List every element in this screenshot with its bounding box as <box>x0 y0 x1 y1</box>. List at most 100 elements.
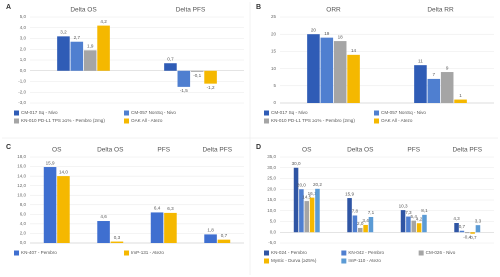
bar <box>416 223 422 233</box>
bar <box>411 220 417 233</box>
bar <box>293 167 299 233</box>
y-tick-label: 10,0 <box>17 192 26 197</box>
y-tick-label: 14,0 <box>17 173 26 178</box>
y-tick-label: 0 <box>273 100 276 105</box>
y-tick-label: 4,0 <box>20 221 27 226</box>
y-tick-label: 35,0 <box>267 154 276 159</box>
bar <box>347 54 360 103</box>
value-label: -0,4 <box>463 234 471 239</box>
value-label: 9 <box>446 65 449 70</box>
y-tick-label: 15,0 <box>267 197 276 202</box>
value-label: 7,3 <box>405 210 412 215</box>
legend-swatch <box>14 110 19 116</box>
value-label: 20,0 <box>297 182 306 187</box>
bar <box>83 50 97 71</box>
legend-label: CM-017 Sq - Nivo <box>271 110 308 115</box>
y-tick-label: -1,0 <box>18 79 26 84</box>
legend-swatch <box>418 250 424 256</box>
bar <box>368 216 374 233</box>
bar <box>177 70 191 87</box>
bar <box>454 223 459 233</box>
legend-swatch <box>124 118 129 124</box>
bar <box>204 234 217 243</box>
category-label: Delta OS <box>70 7 97 14</box>
bar <box>57 36 70 71</box>
y-tick-label: 10 <box>271 66 277 71</box>
legend-label: KN-024 - Pembro <box>271 250 307 255</box>
value-label: -1,5 <box>180 88 188 93</box>
value-label: 0,7 <box>459 224 466 229</box>
category-label: PFS <box>157 147 170 154</box>
bar <box>427 78 441 103</box>
value-label: 6,4 <box>154 206 161 211</box>
bar <box>217 239 231 243</box>
value-label: 6,3 <box>167 206 174 211</box>
value-label: 4,3 <box>453 216 460 221</box>
y-tick-label: -2,0 <box>18 89 26 94</box>
bar <box>97 25 110 71</box>
panel-label: A <box>6 4 11 11</box>
category-label: OS <box>52 147 62 154</box>
category-label: Delta OS <box>347 147 374 154</box>
value-label: 4,2 <box>416 216 423 221</box>
legend-label: KN-010 PD-L1 TPS ≥1% - Pembro (2mg) <box>21 118 105 123</box>
value-label: 8,1 <box>421 208 428 213</box>
bar <box>333 41 347 103</box>
bar <box>406 216 411 233</box>
y-tick-label: 5,0 <box>270 219 277 224</box>
y-tick-label: 18,0 <box>17 154 26 159</box>
legend-label: ImP-110 - Atezo <box>348 258 381 263</box>
legend-label: ImP-131 - Atezo <box>131 250 164 255</box>
legend-swatch <box>14 118 19 124</box>
bar <box>440 72 454 103</box>
bar <box>204 70 217 84</box>
legend-swatch <box>264 110 269 116</box>
legend-label: KN-407 - Pembro <box>21 250 57 255</box>
bar <box>422 214 427 233</box>
bar <box>320 37 334 103</box>
value-label: 3,2 <box>60 30 67 35</box>
y-tick-label: 30,0 <box>267 165 276 170</box>
bar <box>357 227 363 233</box>
value-label: 20 <box>311 27 317 32</box>
y-tick-label: 16,0 <box>17 164 26 169</box>
bar <box>414 65 427 103</box>
value-label: 14 <box>351 48 357 53</box>
bar <box>97 221 110 243</box>
value-label: 2,0 <box>357 221 364 226</box>
y-tick-label: 15 <box>271 49 277 54</box>
legend-label: Mystic - Durva (≥25%) <box>271 258 317 263</box>
value-label: 0,3 <box>114 235 121 240</box>
y-tick-label: 12,0 <box>17 183 26 188</box>
panel-label: D <box>256 144 261 151</box>
bar <box>57 176 70 243</box>
bar <box>299 189 304 233</box>
bar <box>70 41 84 71</box>
bar <box>43 167 57 243</box>
bar <box>464 232 470 234</box>
legend-label: CM-057 NonSq - Nivo <box>381 110 426 115</box>
bar <box>164 63 177 71</box>
value-label: 0,7 <box>167 56 174 61</box>
value-label: -0,1 <box>193 73 201 78</box>
value-label: 4,6 <box>100 214 107 219</box>
bar <box>164 212 177 243</box>
panel-label: C <box>6 144 11 151</box>
value-label: 15,9 <box>345 191 354 196</box>
legend-swatch <box>341 250 347 256</box>
legend-label: KN-042 - Pembro <box>348 250 384 255</box>
value-label: 14,0 <box>59 169 68 174</box>
value-label: 1 <box>459 93 462 98</box>
y-tick-label: 2,0 <box>20 46 27 51</box>
bar <box>190 70 204 72</box>
y-tick-label: 6,0 <box>20 212 27 217</box>
value-label: -0,7 <box>469 235 477 240</box>
category-label: Delta PFS <box>202 147 232 154</box>
value-label: 5,4 <box>411 214 418 219</box>
legend-swatch <box>341 258 347 264</box>
category-label: PFS <box>407 147 420 154</box>
value-label: 4,2 <box>100 19 107 24</box>
legend-swatch <box>264 250 269 256</box>
y-tick-label: 1,0 <box>20 57 27 62</box>
